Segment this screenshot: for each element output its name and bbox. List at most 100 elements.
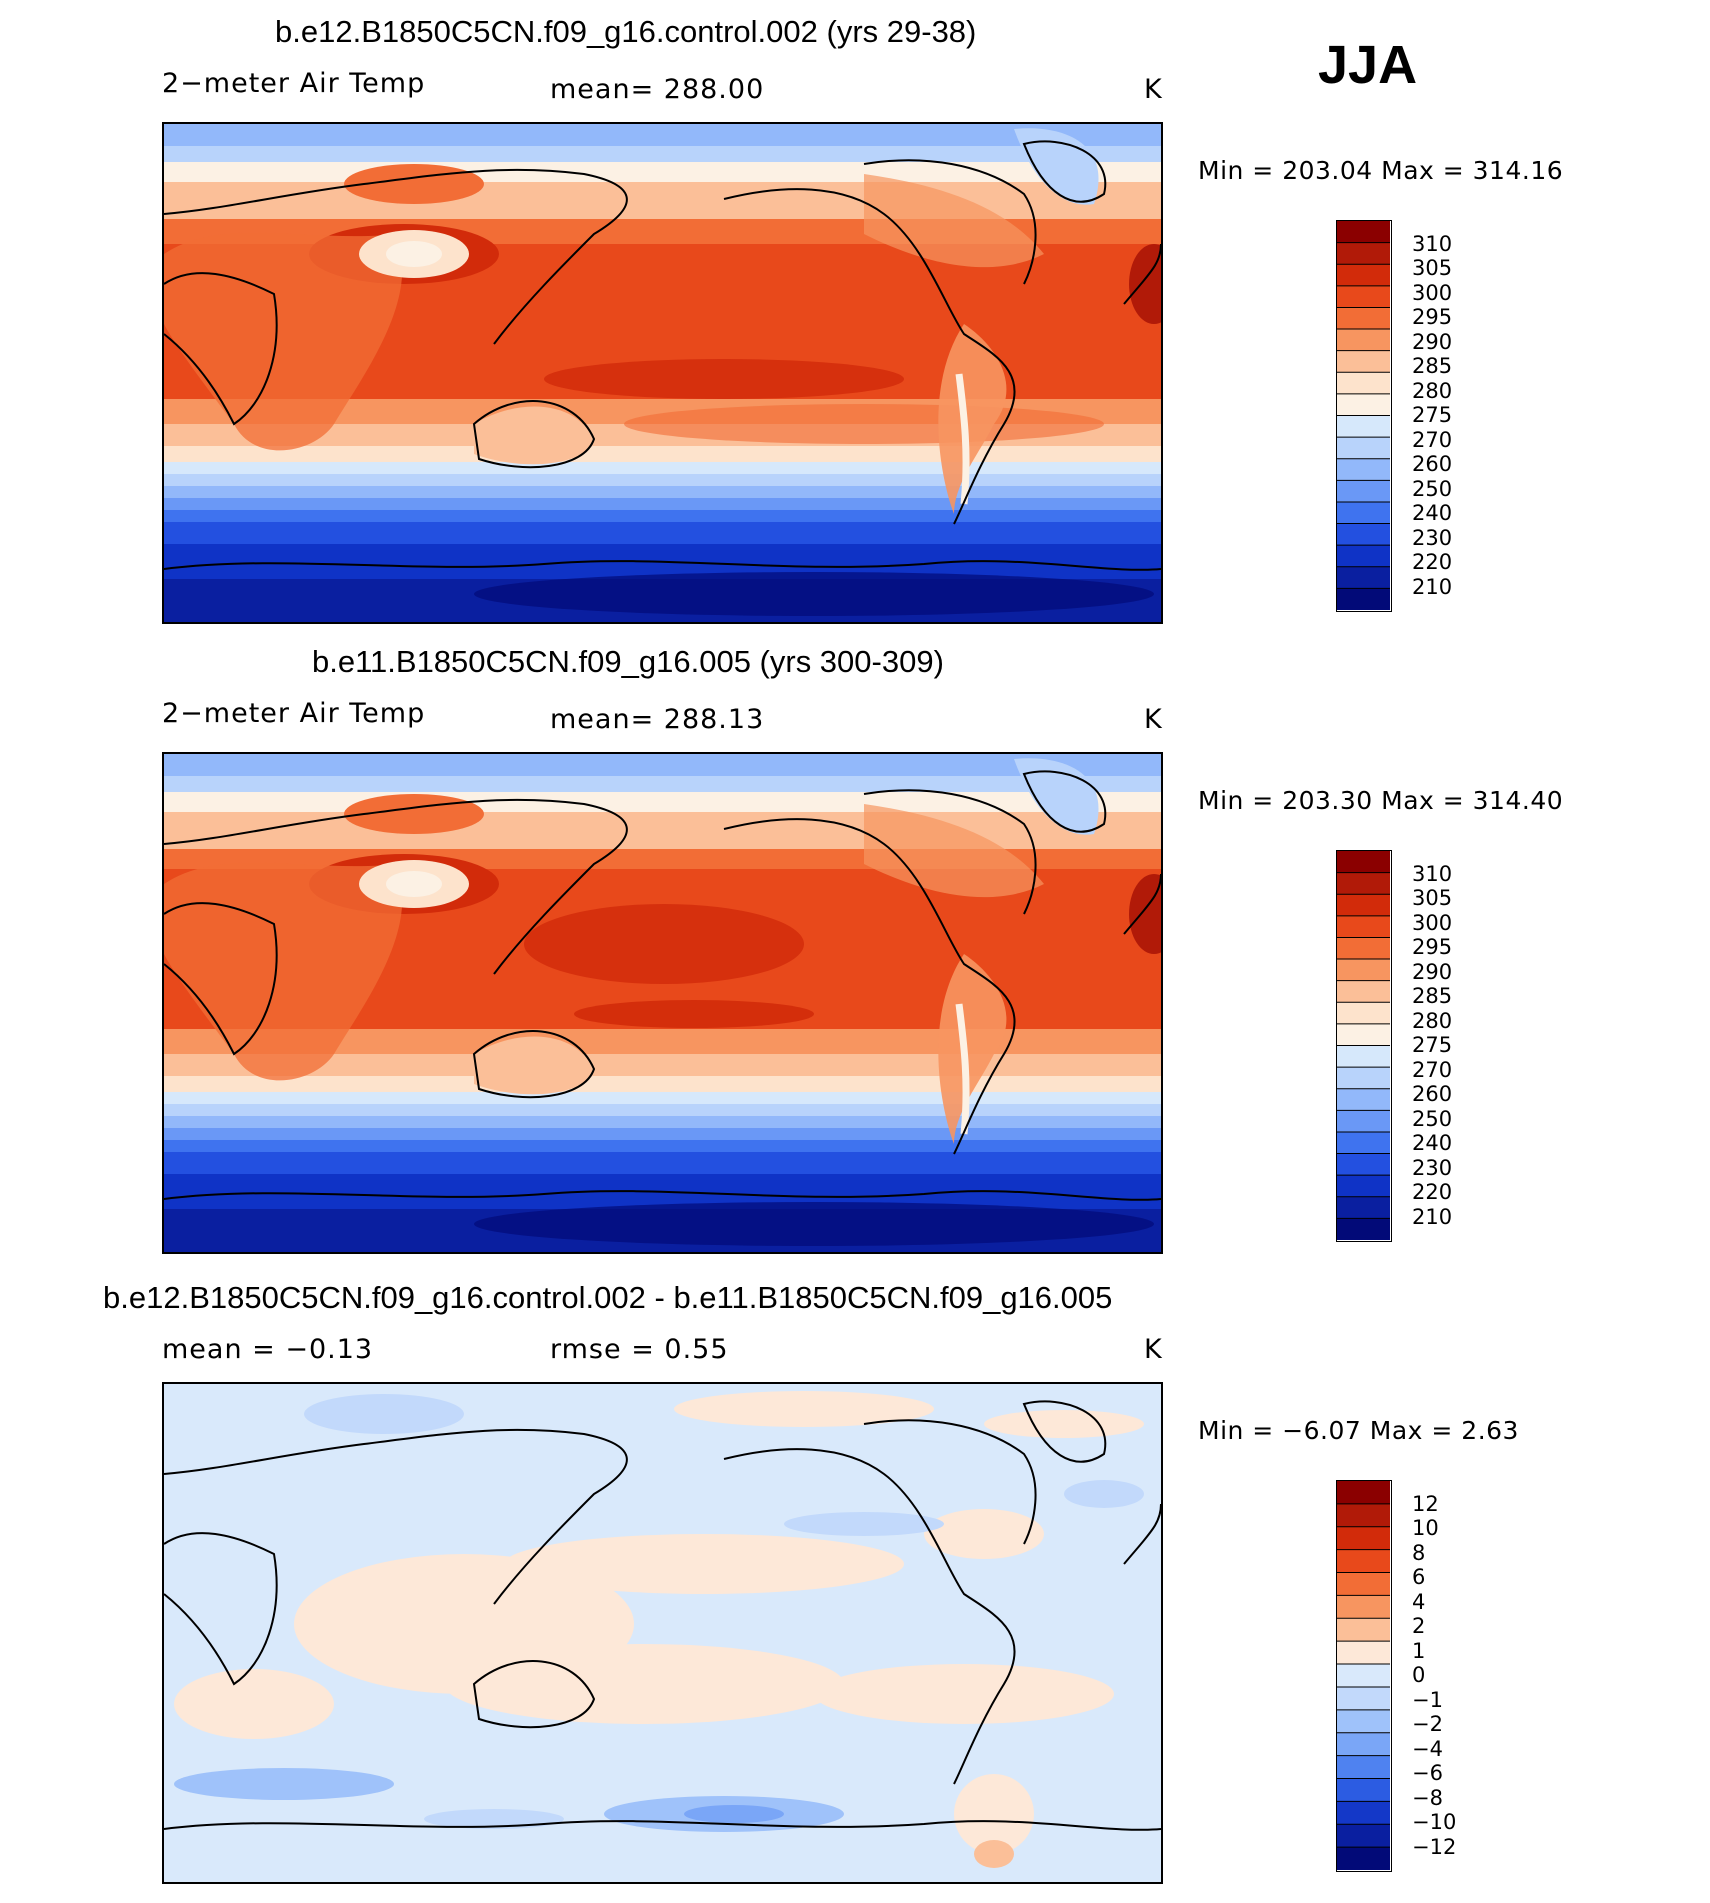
panel-2-map [162,752,1163,1254]
colorbar-swatch [1337,242,1390,265]
colorbar-swatch [1337,1153,1390,1176]
colorbar-swatch [1337,545,1390,568]
colorbar-swatch [1337,894,1390,917]
colorbar-label: 270 [1412,428,1453,452]
colorbar-label: 305 [1412,256,1453,280]
colorbar-swatch [1337,1218,1390,1241]
colorbar-swatch [1337,1755,1390,1780]
colorbar-swatch [1337,307,1390,330]
colorbar-swatch [1337,221,1390,244]
colorbar-swatch [1337,1023,1390,1047]
colorbar-label: 280 [1412,1009,1453,1033]
colorbar-swatch [1337,980,1390,1003]
colorbar-swatch [1337,1526,1390,1551]
colorbar-label: −10 [1412,1810,1457,1834]
colorbar-swatch [1337,1572,1390,1597]
colorbar-label: 285 [1412,984,1453,1008]
colorbar-swatch [1337,1196,1390,1219]
colorbar-swatch [1337,1847,1390,1871]
panel-1-mean-label: mean= 288.00 [550,74,765,105]
colorbar-label: 275 [1412,403,1453,427]
colorbar-swatch [1337,480,1390,503]
colorbar-label: 260 [1412,1082,1453,1106]
colorbar-swatch [1337,1131,1390,1155]
panel-3-rmse-label: rmse = 0.55 [550,1334,729,1365]
coastlines [164,140,1161,571]
colorbar-swatch [1337,350,1390,373]
colorbar-label: 250 [1412,1107,1453,1131]
colorbar-label: −12 [1412,1835,1457,1859]
colorbar-swatch [1337,501,1390,525]
panel-1-variable-label: 2−meter Air Temp [162,68,426,99]
colorbar-label: 275 [1412,1033,1453,1057]
colorbar-label: 295 [1412,305,1453,329]
panel-2-title: b.e11.B1850C5CN.f09_g16.005 (yrs 300-309… [312,644,944,679]
colorbar-label: 240 [1412,501,1453,525]
colorbar-label: 230 [1412,526,1453,550]
difference-field [164,1384,1161,1882]
panel-1-minmax: Min = 203.04 Max = 314.16 [1198,156,1564,185]
colorbar-label: 260 [1412,452,1453,476]
colorbar-swatch [1337,437,1390,460]
colorbar-swatch [1337,1002,1390,1025]
colorbar-swatch [1337,1110,1390,1133]
colorbar-swatch [1337,1686,1390,1711]
colorbar-label: −6 [1412,1761,1443,1785]
colorbar-swatch [1337,523,1390,546]
panel-1-map [162,122,1163,624]
colorbar-label: 2 [1412,1614,1426,1638]
panel-2-units: K [1144,704,1163,735]
panel-2-mean-label: mean= 288.13 [550,704,765,735]
colorbar-label: 300 [1412,911,1453,935]
panel-1-units: K [1144,74,1163,105]
colorbar-label: −4 [1412,1737,1443,1761]
colorbar-label: 250 [1412,477,1453,501]
colorbar-label: 10 [1412,1516,1439,1540]
colorbar-label: 0 [1412,1663,1426,1687]
colorbar-swatches [1336,850,1392,1242]
coastlines [164,770,1161,1201]
colorbar-swatch [1337,1088,1390,1111]
panel-3-title: b.e12.B1850C5CN.f09_g16.control.002 - b.… [103,1280,1113,1315]
colorbar-swatch [1337,915,1390,939]
colorbar-swatch [1337,372,1390,395]
colorbar-label: 310 [1412,232,1453,256]
colorbar-swatch [1337,415,1390,438]
panel-3-mean-label: mean = −0.13 [162,1334,374,1365]
panel-2-minmax: Min = 203.30 Max = 314.40 [1198,786,1564,815]
colorbar-label: −2 [1412,1712,1443,1736]
panel-3-minmax: Min = −6.07 Max = 2.63 [1198,1416,1519,1445]
colorbar-label: 270 [1412,1058,1453,1082]
land-overlay [164,758,1099,1144]
colorbar-label: 280 [1412,379,1453,403]
colorbar-label: 220 [1412,550,1453,574]
colorbar-label: 290 [1412,960,1453,984]
colorbar-swatch [1337,1778,1390,1802]
colorbar-swatch [1337,1641,1390,1665]
colorbar-swatches [1336,1480,1392,1872]
colorbar-label: 240 [1412,1131,1453,1155]
colorbar-swatch [1337,1801,1390,1825]
colorbar-swatch [1337,566,1390,589]
colorbar-label: 1 [1412,1639,1426,1663]
colorbar-label: 210 [1412,575,1453,599]
colorbar-label: 4 [1412,1590,1426,1614]
colorbar-swatch [1337,1067,1390,1090]
colorbar-swatch [1337,1824,1390,1848]
colorbar-swatch [1337,1503,1390,1528]
colorbar-swatch [1337,1549,1390,1574]
colorbar-swatch [1337,588,1390,611]
panel-3-units: K [1144,1334,1163,1365]
colorbar-swatch [1337,937,1390,960]
colorbar-swatch [1337,1481,1390,1505]
panel-3-map [162,1382,1163,1884]
colorbar-label: 300 [1412,281,1453,305]
panel-1-title: b.e12.B1850C5CN.f09_g16.control.002 (yrs… [275,14,977,49]
colorbar-label: 230 [1412,1156,1453,1180]
colorbar-swatch [1337,872,1390,895]
panel-2-variable-label: 2−meter Air Temp [162,698,426,729]
colorbar-label: 290 [1412,330,1453,354]
colorbar-label: 12 [1412,1492,1439,1516]
colorbar-swatch [1337,959,1390,982]
colorbar-swatch [1337,264,1390,287]
